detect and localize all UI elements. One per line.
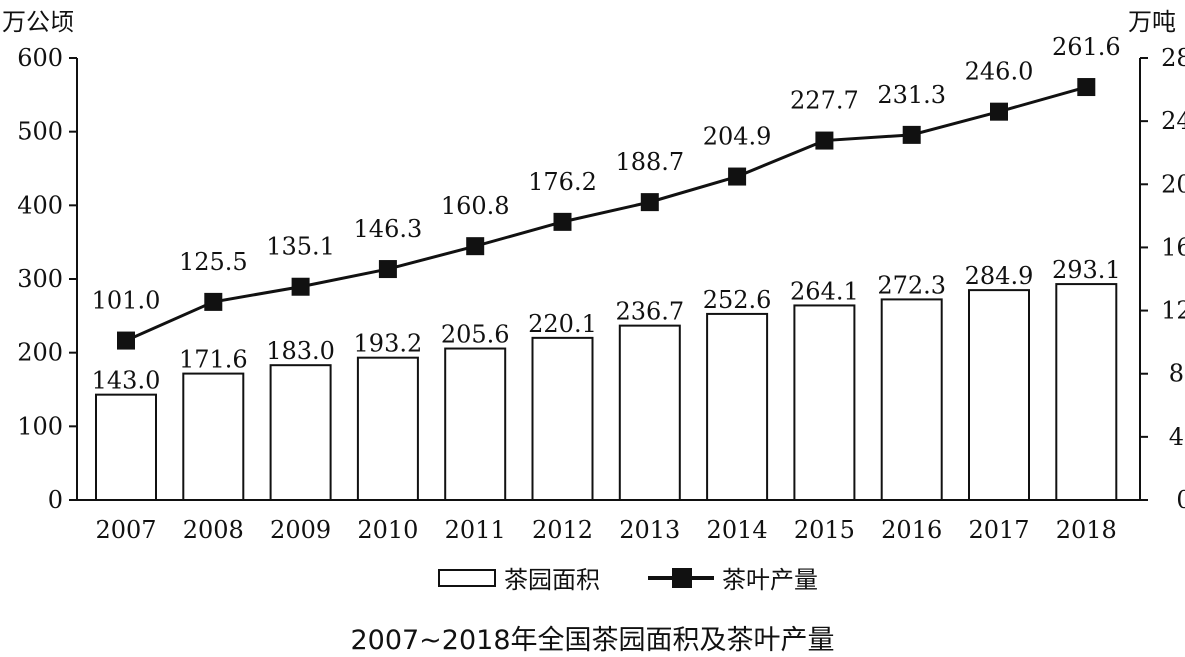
line-marker	[1077, 78, 1096, 97]
bar-value-label: 293.1	[1052, 256, 1121, 284]
line-value-label: 125.5	[179, 248, 248, 276]
bar-value-label: 143.0	[92, 367, 161, 395]
line-marker	[466, 237, 485, 256]
x-tick-label: 2016	[881, 516, 942, 544]
x-tick-label: 2011	[445, 516, 506, 544]
bar-value-label: 284.9	[965, 262, 1034, 290]
bar	[444, 347, 507, 501]
x-tick-label: 2010	[357, 516, 418, 544]
axes-group: 0 100 200 300 400 500 600 0 40 80 120 160 200 240 280 2…	[17, 44, 1185, 544]
line-marker	[117, 331, 135, 350]
bar-value-label: 252.6	[703, 286, 772, 314]
legend-item-area: 茶园面积	[438, 560, 600, 595]
bar-value-label: 220.1	[528, 310, 597, 338]
line-marker	[291, 277, 310, 296]
bar-value-label: 171.6	[179, 346, 248, 374]
left-tick-label: 500	[17, 118, 63, 146]
bar	[618, 324, 681, 502]
left-tick-label: 600	[17, 44, 63, 72]
line-marker	[815, 131, 834, 150]
right-tick-label: 120	[1161, 297, 1185, 325]
line-value-label: 227.7	[790, 87, 859, 115]
bar-value-label: 264.1	[790, 277, 859, 305]
legend-item-output: 茶叶产量	[648, 560, 818, 595]
bar-value-label: 205.6	[441, 321, 510, 349]
legend-bar-swatch	[438, 568, 496, 587]
x-tick-label: 2017	[968, 516, 1029, 544]
x-tick-label: 2014	[707, 516, 768, 544]
bar	[1055, 283, 1118, 502]
line-value-label: 246.0	[965, 58, 1034, 86]
chart-plot: 0 100 200 300 400 500 600 0 40 80 120 160 200 240 280 2…	[17, 33, 1185, 544]
bar-value-label: 272.3	[877, 271, 946, 299]
bar-value-label: 193.2	[354, 330, 423, 358]
line-value-label: 176.2	[528, 168, 597, 196]
line-value-label: 188.7	[615, 148, 684, 176]
line-value-label: 231.3	[877, 81, 946, 109]
line-value-label: 204.9	[703, 123, 772, 151]
data-labels-group: 143.0 171.6 183.0 193.2 205.6 220.1 236.7 252.6…	[92, 33, 1121, 395]
left-axis-unit: 万公顷	[2, 8, 74, 36]
x-tick-label: 2007	[95, 516, 156, 544]
bar-value-label: 236.7	[615, 298, 684, 326]
x-tick-label: 2013	[619, 516, 680, 544]
line-marker	[204, 292, 223, 311]
right-tick-label: 0	[1176, 486, 1185, 514]
line-value-label: 101.0	[92, 287, 161, 315]
bar	[531, 336, 594, 502]
bar	[182, 372, 245, 502]
line-marker	[378, 260, 397, 279]
line-marker	[728, 167, 747, 186]
left-tick-label: 300	[17, 265, 63, 293]
legend-bar-label: 茶园面积	[504, 566, 600, 594]
line-value-label: 261.6	[1052, 33, 1121, 61]
right-tick-label: 280	[1161, 44, 1185, 72]
line-value-label: 135.1	[266, 233, 335, 261]
x-tick-label: 2012	[532, 516, 593, 544]
chart-title: 2007~2018年全国茶园面积及茶叶产量	[350, 625, 835, 656]
x-tick-label: 2018	[1056, 516, 1117, 544]
bar-group	[95, 283, 1118, 502]
left-tick-label: 100	[17, 412, 63, 440]
right-tick-label: 240	[1161, 107, 1185, 135]
line-marker	[902, 125, 921, 144]
bar	[269, 364, 332, 501]
bar	[880, 298, 943, 501]
line-value-label: 160.8	[441, 192, 510, 220]
line-marker	[640, 193, 659, 212]
right-tick-label: 200	[1161, 170, 1185, 198]
bar	[968, 289, 1030, 501]
bar	[793, 304, 856, 501]
right-tick-label: 80	[1169, 360, 1185, 388]
bar-value-label: 183.0	[266, 337, 335, 365]
left-tick-label: 400	[17, 191, 63, 219]
left-tick-label: 200	[17, 339, 63, 367]
right-axis-unit: 万吨	[1128, 8, 1176, 36]
bar	[356, 356, 419, 501]
line-marker	[990, 102, 1008, 121]
right-tick-label: 40	[1169, 423, 1185, 451]
bar	[706, 312, 769, 501]
output-line	[125, 85, 1087, 342]
legend-line-swatch	[648, 567, 714, 588]
line-group	[117, 78, 1096, 350]
x-tick-label: 2015	[794, 516, 855, 544]
left-tick-label: 0	[48, 486, 63, 514]
x-tick-label: 2008	[183, 516, 244, 544]
right-tick-label: 160	[1161, 233, 1185, 261]
line-marker	[553, 212, 572, 231]
line-value-label: 146.3	[354, 215, 423, 243]
x-tick-label: 2009	[270, 516, 331, 544]
legend-line-label: 茶叶产量	[722, 566, 818, 594]
bar	[95, 393, 157, 502]
